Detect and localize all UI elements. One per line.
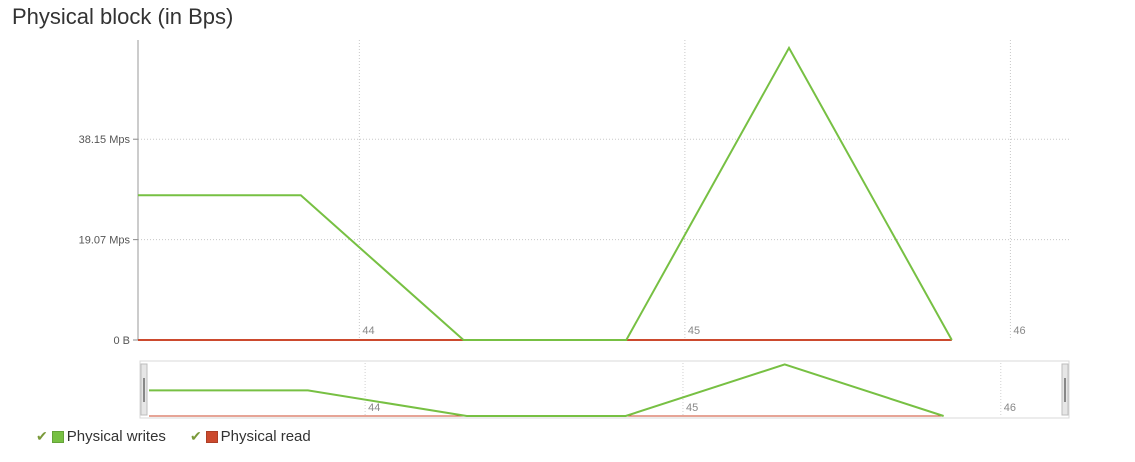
legend-item-physical-read[interactable]: ✔ Physical read [190, 428, 311, 445]
legend-swatch [51, 430, 64, 443]
x-tick-label: 45 [688, 325, 700, 337]
chart-title: Physical block (in Bps) [12, 4, 234, 29]
check-icon: ✔ [36, 428, 48, 444]
check-icon: ✔ [189, 428, 202, 444]
y-tick-label: 0 B [113, 335, 130, 347]
series-line-physical-writes [138, 45, 953, 341]
legend-label: Physical writes [66, 428, 166, 445]
overview-x-tick-label: 44 [368, 402, 380, 414]
x-tick-label: 44 [362, 325, 374, 337]
y-tick-label: 38.15 Mps [79, 134, 131, 146]
y-tick-label: 19.07 Mps [79, 235, 131, 247]
chart-svg: 0 B 19.07 Mps 38.15 Mps 44 45 46 44 45 46 [79, 40, 1070, 419]
legend-item-physical-writes[interactable]: ✔ Physical writes [36, 428, 166, 445]
legend-label: Physical read [220, 428, 311, 445]
overview-x-tick-label: 46 [1004, 402, 1016, 414]
overview-series-line [149, 363, 944, 417]
legend-swatch [205, 430, 218, 443]
legend: ✔ Physical writes ✔ Physical read [36, 428, 311, 445]
x-tick-label: 46 [1013, 325, 1025, 337]
overview-x-tick-label: 45 [686, 402, 698, 414]
